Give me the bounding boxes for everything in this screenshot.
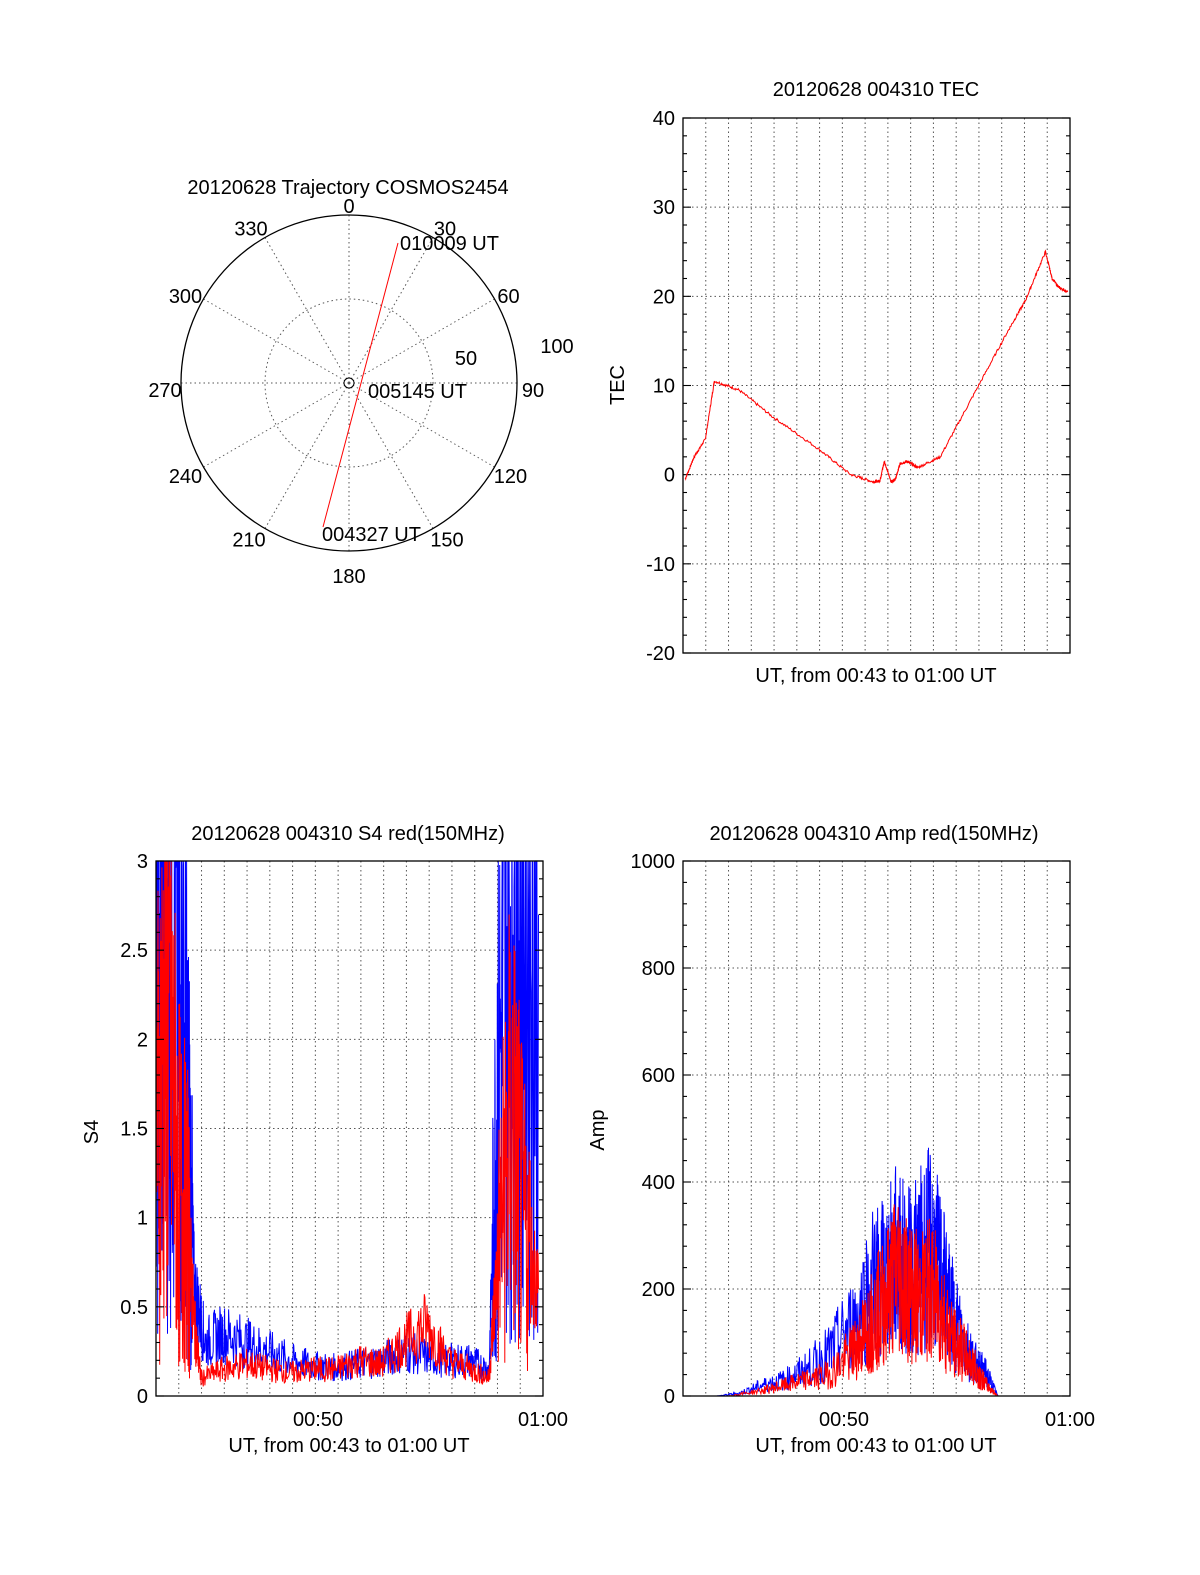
- polar-spoke-30: [348, 237, 434, 384]
- s4-title: 20120628 004310 S4 red(150MHz): [191, 823, 505, 845]
- polar-plot: 20120628 Trajectory COSMOS2454 0 30 60 90 12…: [148, 177, 573, 588]
- polar-annotation-mid: 005145 UT: [368, 381, 467, 403]
- amp-ytick-label: 800: [642, 958, 675, 980]
- tec-ytick-label: 40: [653, 108, 675, 130]
- s4-ytick-label: 0: [137, 1386, 148, 1408]
- s4-x-label: UT, from 00:43 to 01:00 UT: [228, 1435, 469, 1457]
- tec-plot: 20120628 004310 TEC -20 -10 0 10 20 30 40 UT, …: [607, 79, 1071, 687]
- polar-az-label-0: 0: [343, 196, 354, 218]
- s4-ytick-label: 3: [137, 851, 148, 873]
- s4-y-label: S4: [81, 1120, 103, 1144]
- s4-series-red: [155, 860, 539, 1387]
- s4-xtick-0050: 00:50: [293, 1409, 343, 1431]
- polar-spoke-120: [348, 382, 495, 468]
- amp-ytick-label: 0: [664, 1386, 675, 1408]
- amp-y-label: Amp: [587, 1109, 609, 1150]
- polar-az-label-330: 330: [234, 219, 267, 241]
- polar-az-label-180: 180: [332, 566, 365, 588]
- s4-xtick-0100: 01:00: [518, 1409, 568, 1431]
- polar-radial-label-50: 50: [455, 348, 477, 370]
- s4-plot: 20120628 004310 S4 red(150MHz) 0 0.5 1 1.5 2…: [81, 823, 568, 1457]
- polar-az-label-240: 240: [169, 466, 202, 488]
- polar-radial-label-100: 100: [540, 336, 573, 358]
- polar-annotation-end: 010009 UT: [400, 233, 499, 255]
- polar-spoke-150: [348, 382, 434, 529]
- polar-spoke-210: [264, 382, 350, 529]
- tec-ytick-label: -20: [646, 643, 675, 665]
- tec-series: [684, 249, 1069, 485]
- polar-az-label-60: 60: [497, 286, 519, 308]
- polar-outer-circle: [180, 214, 518, 552]
- polar-annotation-start: 004327 UT: [322, 524, 421, 546]
- polar-center-marker: [343, 377, 355, 389]
- polar-spoke-330: [264, 237, 350, 384]
- amp-x-label: UT, from 00:43 to 01:00 UT: [755, 1435, 996, 1457]
- polar-az-label-30: 30: [434, 219, 456, 241]
- polar-az-label-270: 270: [148, 380, 181, 402]
- s4-y-ticks: 0 0.5 1 1.5 2 2.5 3: [120, 851, 543, 1408]
- amp-xtick-0050: 00:50: [819, 1409, 869, 1431]
- s4-series: [155, 860, 539, 1387]
- polar-grid: [181, 215, 517, 551]
- s4-series-blue: [155, 860, 539, 1382]
- polar-trajectory-line: [322, 242, 399, 528]
- polar-az-label-300: 300: [169, 286, 202, 308]
- amp-y-ticks: 0 200 400 600 800 1000: [631, 851, 1070, 1408]
- polar-inner-circle: [264, 298, 434, 468]
- amp-series-red: [683, 1204, 1070, 1397]
- amp-ytick-label: 1000: [631, 851, 676, 873]
- s4-ytick-label: 1: [137, 1208, 148, 1230]
- tec-ytick-label: -10: [646, 554, 675, 576]
- tec-ytick-label: 20: [653, 286, 675, 308]
- s4-ytick-label: 2: [137, 1029, 148, 1051]
- polar-spoke-240: [203, 382, 350, 468]
- amp-plot: 20120628 004310 Amp red(150MHz) 0 200 400 6…: [587, 823, 1095, 1457]
- amp-frame: [682, 860, 1071, 1397]
- amp-ytick-label: 600: [642, 1065, 675, 1087]
- polar-az-label-120: 120: [494, 466, 527, 488]
- amp-series: [683, 1147, 1070, 1397]
- polar-azimuth-labels: 0 30 60 90 120 150 180 210 240 270 300 330: [148, 196, 544, 588]
- polar-az-label-210: 210: [232, 529, 265, 551]
- tec-y-ticks: -20 -10 0 10 20 30 40: [646, 108, 1070, 665]
- tec-grid: [683, 118, 1070, 653]
- polar-spoke-60: [348, 298, 495, 384]
- amp-ytick-label: 400: [642, 1172, 675, 1194]
- s4-ytick-label: 1.5: [120, 1119, 148, 1141]
- polar-az-label-90: 90: [522, 380, 544, 402]
- tec-y-label: TEC: [607, 365, 629, 405]
- tec-ytick-label: 0: [664, 465, 675, 487]
- polar-az-label-150: 150: [430, 529, 463, 551]
- amp-ytick-label: 200: [642, 1279, 675, 1301]
- tec-title: 20120628 004310 TEC: [773, 79, 979, 101]
- tec-ytick-label: 10: [653, 376, 675, 398]
- amp-xtick-0100: 01:00: [1045, 1409, 1095, 1431]
- tec-series-red: [684, 249, 1069, 485]
- s4-ytick-label: 2.5: [120, 940, 148, 962]
- amp-title: 20120628 004310 Amp red(150MHz): [709, 823, 1038, 845]
- polar-spoke-300: [203, 298, 350, 384]
- polar-title: 20120628 Trajectory COSMOS2454: [187, 177, 508, 199]
- s4-ytick-label: 0.5: [120, 1297, 148, 1319]
- tec-ytick-label: 30: [653, 197, 675, 219]
- tec-x-label: UT, from 00:43 to 01:00 UT: [755, 665, 996, 687]
